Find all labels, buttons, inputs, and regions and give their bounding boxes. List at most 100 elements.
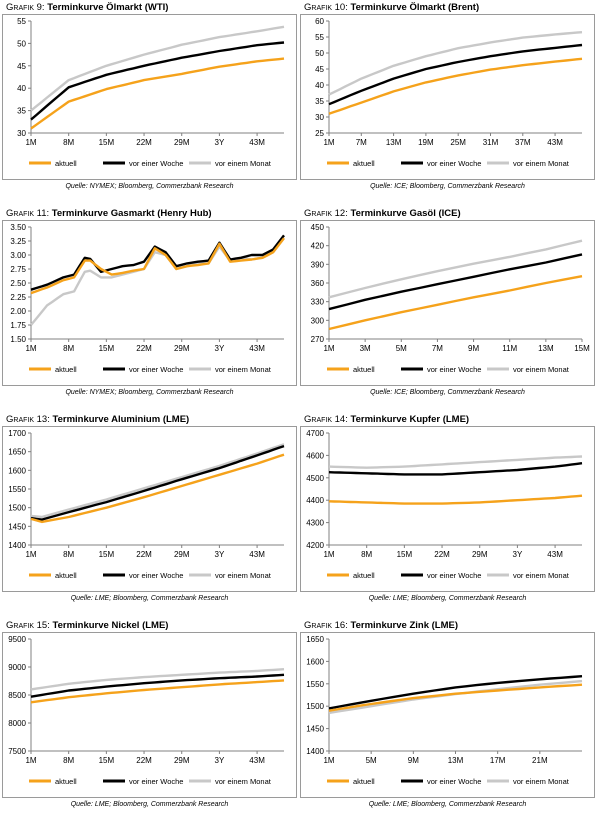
x-tick-label: 13M [448, 756, 464, 765]
x-tick-label: 22M [136, 756, 152, 765]
chart-title-text: Terminkurve Kupfer (LME) [350, 414, 470, 425]
y-tick-label: 35 [17, 107, 26, 116]
legend-label: aktuell [55, 365, 77, 374]
line-chart: 4200 4300 4400 4500 4600 4700 1M 8M 15M 22M 29M 3Y 4… [306, 429, 583, 580]
x-tick-label: 15M [397, 550, 413, 559]
plot-frame: 4200 4300 4400 4500 4600 4700 1M 8M 15M 22M 29M 3Y 4… [300, 426, 595, 592]
chart-source: Quelle: ICE; Bloomberg, Commerzbank Rese… [370, 183, 525, 190]
y-tick-label: 4400 [306, 496, 324, 505]
y-tick-label: 2.25 [10, 293, 26, 302]
chart-source: Quelle: NYMEX; Bloomberg, Commerzbank Re… [65, 389, 234, 396]
y-tick-label: 4300 [306, 519, 324, 528]
chart-number: Grafik 10: [304, 2, 351, 13]
x-tick-label: 43M [249, 138, 265, 147]
x-tick-label: 17M [490, 756, 506, 765]
x-tick-label: 8M [63, 138, 74, 147]
chart-title-text: Terminkurve Ölmarkt (WTI) [47, 2, 169, 13]
legend-label: vor einer Woche [129, 159, 183, 168]
y-tick-label: 9000 [8, 663, 26, 672]
chart-source: Quelle: LME; Bloomberg, Commerzbank Rese… [70, 801, 229, 808]
x-tick-label: 8M [63, 550, 74, 559]
x-tick-label: 1M [323, 138, 334, 147]
x-tick-label: 22M [136, 344, 152, 353]
x-tick-label: 7M [356, 138, 367, 147]
chart-title-text: Terminkurve Zink (LME) [350, 620, 459, 631]
legend-label: vor einem Monat [215, 159, 272, 168]
x-tick-label: 1M [25, 138, 36, 147]
legend-label: vor einer Woche [129, 777, 183, 786]
x-tick-label: 8M [361, 550, 372, 559]
legend-label: vor einer Woche [129, 571, 183, 580]
y-tick-label: 3.25 [10, 237, 26, 246]
x-tick-label: 3Y [215, 756, 225, 765]
chart-title: Grafik 15: Terminkurve Nickel (LME) [6, 620, 168, 631]
plot-frame: 1400 1450 1500 1550 1600 1650 1M 5M 9M 13M 17M 21M a… [300, 632, 595, 798]
chart-number: Grafik 14: [304, 414, 351, 425]
x-tick-label: 3Y [215, 344, 225, 353]
chart-number: Grafik 11: [6, 208, 52, 219]
x-tick-label: 21M [532, 756, 548, 765]
line-chart: 25 30 35 40 45 50 55 60 1M 7M 13M 19M 25M 31M 37M 43M ak… [315, 17, 583, 168]
chart-title-text: Terminkurve Nickel (LME) [52, 620, 169, 631]
legend-label: vor einem Monat [215, 571, 272, 580]
chart-number: Grafik 12: [304, 208, 351, 219]
x-tick-label: 15M [574, 344, 590, 353]
series-line [328, 462, 583, 476]
y-tick-label: 1450 [306, 725, 324, 734]
y-tick-label: 60 [315, 17, 324, 26]
legend-label: aktuell [55, 159, 77, 168]
x-tick-label: 29M [174, 550, 190, 559]
y-tick-label: 1400 [8, 541, 26, 550]
chart-source: Quelle: LME; Bloomberg, Commerzbank Rese… [368, 801, 527, 808]
y-tick-label: 360 [311, 279, 325, 288]
series-line [328, 43, 583, 106]
chart-number: Grafik 9: [6, 2, 48, 13]
x-tick-label: 15M [99, 138, 115, 147]
x-tick-label: 43M [547, 550, 563, 559]
y-tick-label: 4500 [306, 474, 324, 483]
series-line [30, 41, 285, 121]
y-tick-label: 1700 [8, 429, 26, 438]
y-tick-label: 2.75 [10, 265, 26, 274]
y-tick-label: 45 [315, 65, 324, 74]
series-line [30, 679, 285, 704]
plot-frame: 1.50 1.75 2.00 2.25 2.50 2.75 3.00 3.25 3.50 1M 8M… [2, 220, 297, 386]
y-tick-label: 3.50 [10, 223, 26, 232]
series-line [30, 237, 285, 295]
plot-frame: 1400 1450 1500 1550 1600 1650 1700 1M 8M 15M 22M 29… [2, 426, 297, 592]
x-tick-label: 3Y [215, 138, 225, 147]
legend-label: aktuell [55, 777, 77, 786]
y-tick-label: 8500 [8, 691, 26, 700]
x-tick-label: 29M [472, 550, 488, 559]
x-tick-label: 15M [99, 344, 115, 353]
series-line [328, 455, 583, 469]
plot-frame: 7500 8000 8500 9000 9500 1M 8M 15M 22M 29M 3Y 43M ak… [2, 632, 297, 798]
y-tick-label: 300 [311, 316, 325, 325]
series-line [30, 668, 285, 691]
series-line [30, 453, 285, 524]
legend-label: aktuell [353, 159, 375, 168]
y-tick-label: 40 [17, 84, 26, 93]
x-tick-label: 15M [99, 756, 115, 765]
x-tick-label: 15M [99, 550, 115, 559]
chart-panel: Grafik 13: Terminkurve Aluminium (LME) 14… [2, 412, 297, 614]
y-tick-label: 270 [311, 335, 325, 344]
x-tick-label: 13M [538, 344, 554, 353]
y-tick-label: 55 [315, 33, 324, 42]
y-tick-label: 9500 [8, 635, 26, 644]
y-tick-label: 35 [315, 97, 324, 106]
line-chart: 270 300 330 360 390 420 450 1M 3M 5M 7M 9M 11M 13M 15M… [311, 223, 590, 374]
x-tick-label: 1M [25, 344, 36, 353]
series-line [328, 679, 583, 715]
y-tick-label: 50 [17, 39, 26, 48]
chart-panel: Grafik 9: Terminkurve Ölmarkt (WTI) 30 35 4… [2, 0, 297, 202]
series-line [30, 234, 285, 291]
y-tick-label: 1.75 [10, 321, 26, 330]
chart-source: Quelle: ICE; Bloomberg, Commerzbank Rese… [370, 389, 525, 396]
chart-title: Grafik 12: Terminkurve Gasöl (ICE) [304, 208, 461, 219]
x-tick-label: 1M [323, 550, 334, 559]
x-tick-label: 8M [63, 344, 74, 353]
chart-title-text: Terminkurve Gasmarkt (Henry Hub) [51, 208, 212, 219]
chart-title: Grafik 11: Terminkurve Gasmarkt (Henry H… [6, 208, 212, 219]
x-tick-label: 5M [396, 344, 407, 353]
